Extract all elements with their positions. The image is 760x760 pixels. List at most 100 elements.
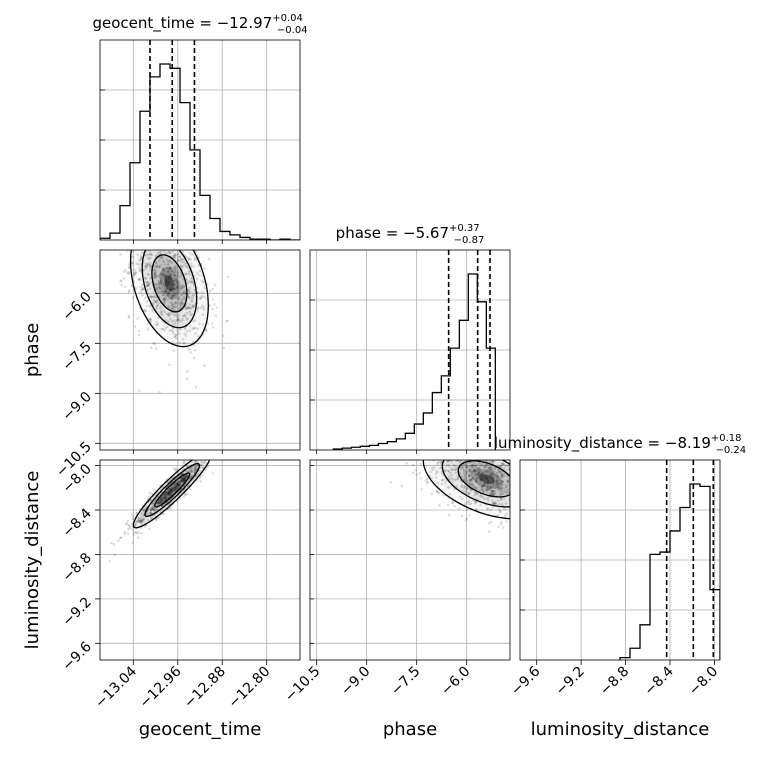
scatter-point (139, 223, 142, 226)
scatter-point (499, 464, 503, 468)
scatter-point (456, 475, 460, 478)
scatter-point (160, 496, 164, 500)
scatter-point (414, 468, 418, 472)
scatter-point (137, 333, 141, 337)
scatter-point (476, 467, 480, 470)
scatter-point (184, 474, 188, 478)
scatter-point (183, 314, 186, 318)
scatter-point (160, 289, 164, 293)
scatter-point (431, 466, 434, 470)
scatter-point (182, 478, 186, 481)
scatter-point (181, 478, 185, 482)
scatter-point (182, 478, 186, 481)
scatter-point (198, 322, 201, 326)
scatter-point (517, 479, 520, 482)
scatter-point (545, 515, 548, 518)
scatter-point (491, 460, 495, 463)
scatter-point (467, 502, 471, 506)
scatter-point (157, 283, 160, 286)
scatter-point (453, 453, 456, 456)
scatter-point (148, 229, 151, 232)
scatter-point (146, 518, 149, 521)
scatter-point (438, 504, 441, 507)
scatter-point (131, 528, 134, 531)
scatter-point (175, 486, 178, 490)
scatter-point (154, 261, 158, 265)
scatter-point (181, 243, 184, 246)
scatter-point (172, 313, 176, 317)
scatter-point (168, 273, 172, 276)
scatter-point (170, 297, 174, 301)
scatter-point (494, 474, 498, 477)
scatter-point (153, 273, 157, 277)
scatter-point (452, 468, 455, 471)
scatter-point (147, 246, 150, 249)
scatter-point (493, 501, 497, 505)
scatter-point (451, 502, 455, 505)
title-value: −12.97 (217, 14, 273, 32)
scatter-point (468, 478, 472, 482)
scatter-point (495, 472, 498, 476)
scatter-point (149, 295, 152, 299)
scatter-point (158, 264, 161, 268)
scatter-point (165, 287, 168, 291)
scatter-point (499, 488, 503, 491)
scatter-point (197, 233, 200, 236)
scatter-point (181, 302, 184, 305)
scatter-point (491, 469, 495, 473)
scatter-point (140, 518, 144, 522)
scatter-point (201, 461, 204, 464)
title-minus: −0.24 (716, 445, 747, 456)
scatter-point (190, 299, 194, 302)
scatter-point (481, 462, 485, 466)
scatter-point (162, 512, 166, 516)
scatter-point (493, 491, 496, 495)
scatter-point (164, 326, 167, 330)
scatter-point (161, 327, 165, 331)
scatter-point (443, 469, 447, 473)
scatter-point (488, 488, 492, 491)
scatter-point (411, 463, 415, 467)
scatter-point (489, 476, 492, 479)
scatter-point (200, 445, 203, 448)
scatter-point (203, 267, 206, 270)
scatter-point (172, 279, 176, 283)
scatter-point (164, 290, 168, 293)
scatter-point (150, 516, 153, 520)
scatter-point (199, 480, 202, 483)
scatter-point (498, 478, 501, 482)
scatter-point (468, 491, 471, 494)
x-tick-label-phase: −7.5 (388, 664, 423, 699)
scatter-point (160, 279, 163, 283)
scatter-point (166, 206, 169, 209)
scatter-point (447, 486, 451, 490)
scatter-point (211, 287, 214, 291)
scatter-point (470, 464, 474, 468)
scatter-point (168, 251, 171, 255)
scatter-point (436, 481, 439, 485)
scatter-point (185, 329, 189, 333)
scatter-point (148, 263, 152, 267)
scatter-point (171, 303, 175, 307)
scatter-point (172, 283, 176, 286)
scatter-point (194, 319, 197, 322)
title-equals: = (195, 14, 217, 32)
scatter-point (182, 460, 186, 463)
scatter-point (164, 282, 168, 286)
title-value: −5.67 (403, 224, 449, 242)
scatter-point (152, 268, 156, 272)
scatter-point (181, 265, 185, 268)
scatter-point (182, 475, 185, 479)
panel-frame (99, 39, 301, 241)
scatter-point (120, 283, 124, 287)
scatter-point (447, 513, 451, 517)
scatter-point (497, 469, 501, 472)
scatter-point (181, 476, 184, 480)
scatter-point (538, 484, 541, 487)
scatter-point (192, 466, 196, 469)
scatter-point (456, 445, 459, 448)
scatter-point (459, 460, 463, 463)
scatter-point (491, 466, 495, 469)
scatter-point (165, 266, 169, 270)
scatter-point (127, 290, 131, 294)
